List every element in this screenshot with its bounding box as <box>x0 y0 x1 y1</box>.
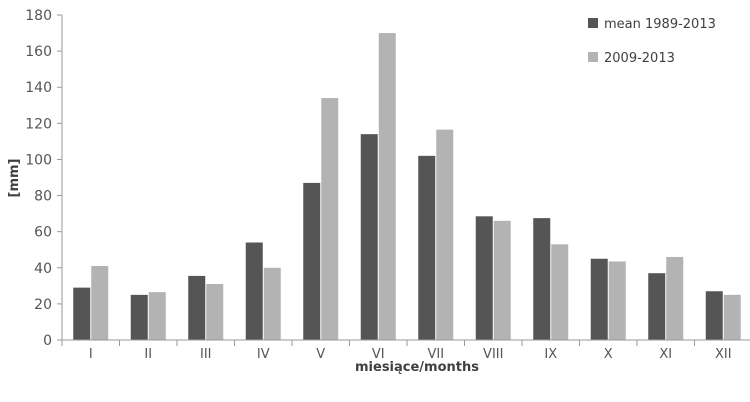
x-axis-title: miesiące/months <box>355 360 479 375</box>
y-tick-label: 180 <box>25 8 52 24</box>
bar-series-0-X <box>590 258 608 340</box>
bar-series-1-X <box>608 261 626 340</box>
x-tick-label: XII <box>715 347 732 362</box>
y-tick-label: 40 <box>34 261 52 277</box>
bar-series-0-V <box>303 182 321 340</box>
bar-series-0-IV <box>245 242 263 340</box>
legend: mean 1989-2013 2009-2013 <box>588 17 716 66</box>
bar-series-0-IX <box>533 218 551 340</box>
bar-series-0-VII <box>418 155 436 340</box>
y-tick-label: 20 <box>34 297 52 313</box>
bar-series-0-I <box>73 287 91 340</box>
bar-series-0-VIII <box>475 216 493 340</box>
bar-series-0-II <box>130 294 148 340</box>
bar-series-1-XI <box>666 256 684 340</box>
y-tick-label: 80 <box>34 189 52 205</box>
bar-series-1-V <box>321 98 339 340</box>
x-tick-label: VIII <box>483 347 503 362</box>
bar-series-1-I <box>91 265 109 340</box>
x-tick-label: VI <box>372 347 385 362</box>
x-tick-label: I <box>89 347 93 362</box>
bar-series-0-VI <box>360 134 378 340</box>
bar-series-1-VI <box>378 33 396 341</box>
legend-label: 2009-2013 <box>604 51 675 66</box>
y-axis-title: [mm] <box>7 159 22 198</box>
x-tick-label: VII <box>427 347 444 362</box>
x-tick-label: IV <box>257 347 270 362</box>
y-tick-label: 100 <box>25 152 52 168</box>
legend-label: mean 1989-2013 <box>604 17 716 32</box>
bar-series-0-XII <box>705 291 723 340</box>
y-tick-label: 60 <box>34 225 52 241</box>
bar-series-0-XI <box>648 273 666 340</box>
x-tick-label: II <box>144 347 152 362</box>
y-tick-label: 140 <box>25 80 52 96</box>
x-axis-ticks: I II III IV V VI VII VIII IX X XI XII <box>61 340 732 362</box>
bar-series-1-IV <box>263 267 281 340</box>
x-tick-label: V <box>316 347 325 362</box>
y-tick-label: 160 <box>25 44 52 60</box>
x-tick-label: IX <box>544 347 557 362</box>
bar-series-1-II <box>148 292 166 340</box>
bar-series-1-XII <box>723 294 741 340</box>
x-tick-label: III <box>200 347 212 362</box>
y-tick-label: 0 <box>43 333 52 349</box>
y-axis-ticks: 0 20 40 60 80 100 120 140 160 180 <box>25 8 62 349</box>
bar-series-1-III <box>206 284 224 340</box>
legend-swatch <box>588 52 598 62</box>
bar-series-0-III <box>188 275 206 340</box>
legend-swatch <box>588 18 598 28</box>
y-tick-label: 120 <box>25 116 52 132</box>
x-tick-label: XI <box>659 347 672 362</box>
bar-series-1-IX <box>551 244 569 340</box>
x-tick-label: X <box>604 347 613 362</box>
bar-series-1-VII <box>436 129 454 340</box>
bar-series-1-VIII <box>493 220 511 340</box>
bars <box>73 33 741 341</box>
